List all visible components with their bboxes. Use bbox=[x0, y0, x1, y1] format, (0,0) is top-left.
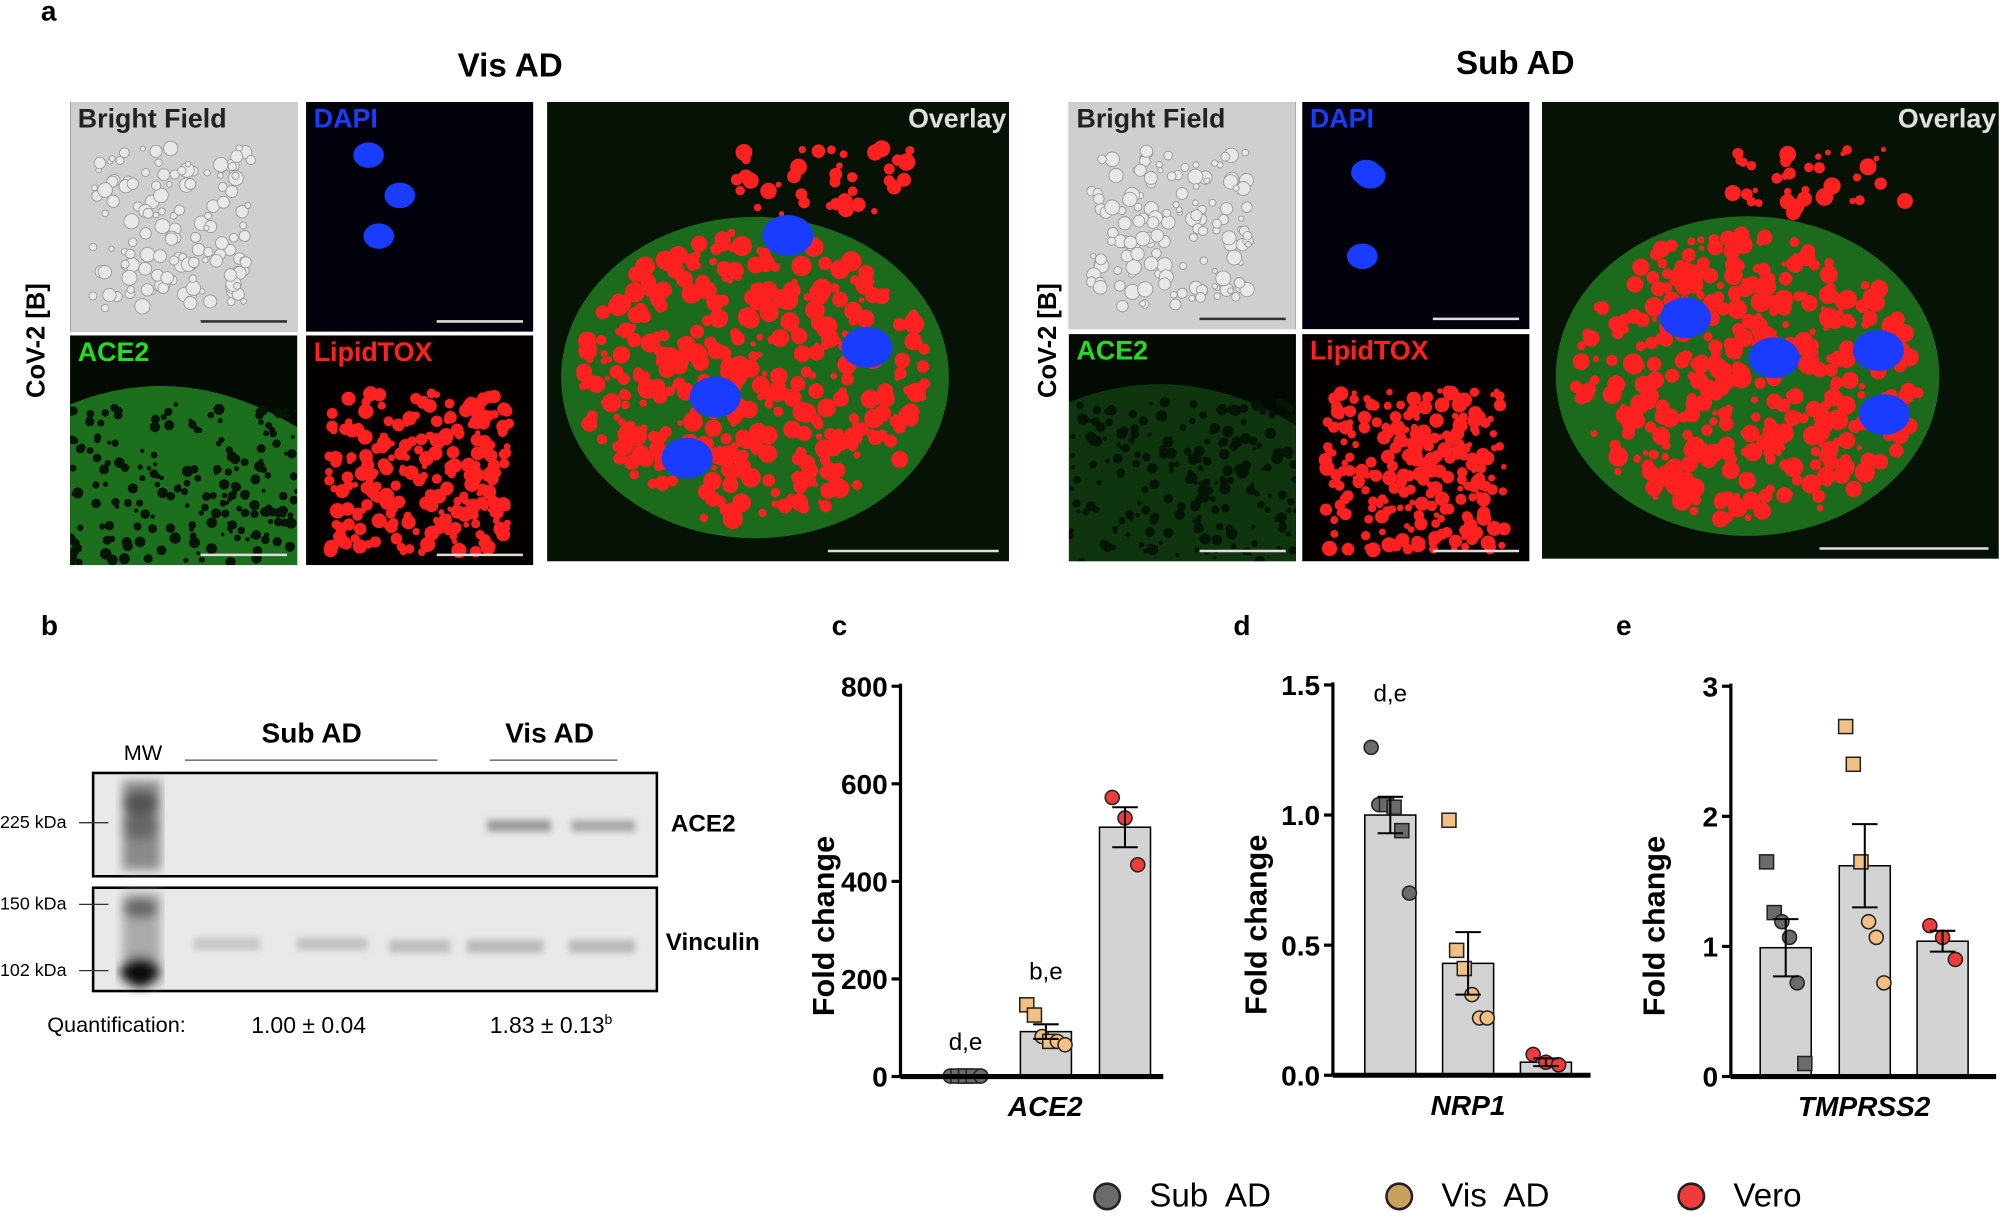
data-point-circle bbox=[1790, 976, 1804, 990]
chart-d: 0.0 0.5 1.0 1.5 Fold change NRP1 d,e bbox=[1240, 670, 1591, 1121]
data-point-circle bbox=[1058, 1038, 1072, 1052]
legend-swatch-vero bbox=[1677, 1182, 1705, 1210]
data-point-square bbox=[1854, 855, 1868, 869]
y-tick-label: 0.5 bbox=[1281, 930, 1320, 961]
significance-annotation: d,e bbox=[1373, 680, 1407, 707]
data-point-circle bbox=[1105, 790, 1119, 804]
data-point-square bbox=[1450, 943, 1464, 957]
y-tick-label: 800 bbox=[841, 671, 888, 702]
significance-annotation: b,e bbox=[1029, 958, 1063, 985]
data-point-square bbox=[1442, 813, 1456, 827]
data-point-square bbox=[1760, 855, 1774, 869]
y-tick-label: 200 bbox=[841, 964, 888, 995]
data-point-square bbox=[1387, 800, 1401, 814]
data-point-square bbox=[1457, 962, 1471, 976]
y-axis-label: Fold change bbox=[1240, 835, 1274, 1015]
data-point-circle bbox=[1131, 858, 1145, 872]
data-point-circle bbox=[1364, 740, 1378, 754]
data-point-circle bbox=[1869, 930, 1883, 944]
data-point-circle bbox=[1775, 915, 1789, 929]
legend-swatch-vis-ad bbox=[1385, 1182, 1413, 1210]
legend-swatch-sub-ad bbox=[1093, 1182, 1121, 1210]
x-axis-label: ACE2 bbox=[1007, 1091, 1083, 1122]
bar-sub-ad bbox=[1365, 815, 1416, 1075]
y-tick-label: 3 bbox=[1702, 671, 1718, 702]
x-axis-label: TMPRSS2 bbox=[1798, 1091, 1931, 1122]
y-tick-label: 600 bbox=[841, 769, 888, 800]
data-point-square bbox=[1395, 824, 1409, 838]
data-point-circle bbox=[1948, 952, 1962, 966]
y-tick-label: 0.0 bbox=[1281, 1060, 1320, 1091]
data-point-circle bbox=[1480, 1011, 1494, 1025]
y-tick-label: 400 bbox=[841, 867, 888, 898]
y-tick-label: 1.5 bbox=[1281, 670, 1320, 701]
y-tick-label: 0 bbox=[872, 1062, 888, 1093]
y-axis-label: Fold change bbox=[807, 836, 841, 1016]
chart-e: 0 1 2 3 Fold change TMPRSS2 bbox=[1638, 671, 1997, 1122]
y-tick-label: 2 bbox=[1702, 802, 1718, 833]
y-tick-label: 1 bbox=[1702, 932, 1718, 963]
data-point-square bbox=[1839, 720, 1853, 734]
significance-annotation: d,e bbox=[949, 1029, 983, 1056]
data-point-circle bbox=[1877, 976, 1891, 990]
data-point-circle bbox=[1783, 930, 1797, 944]
y-tick-label: 0 bbox=[1702, 1062, 1718, 1093]
y-axis-label: Fold change bbox=[1638, 836, 1672, 1016]
data-point-square bbox=[1798, 1056, 1812, 1070]
data-point-square bbox=[1027, 1008, 1041, 1022]
data-point-circle bbox=[1552, 1058, 1566, 1072]
chart-c: 0 200 400 600 800 Fold change ACE2 d,e b,e bbox=[807, 671, 1163, 1122]
data-point-circle bbox=[1862, 915, 1876, 929]
x-axis-label: NRP1 bbox=[1431, 1090, 1506, 1121]
y-tick-label: 1.0 bbox=[1281, 800, 1320, 831]
data-point-square bbox=[1846, 757, 1860, 771]
data-point-circle bbox=[1402, 886, 1416, 900]
